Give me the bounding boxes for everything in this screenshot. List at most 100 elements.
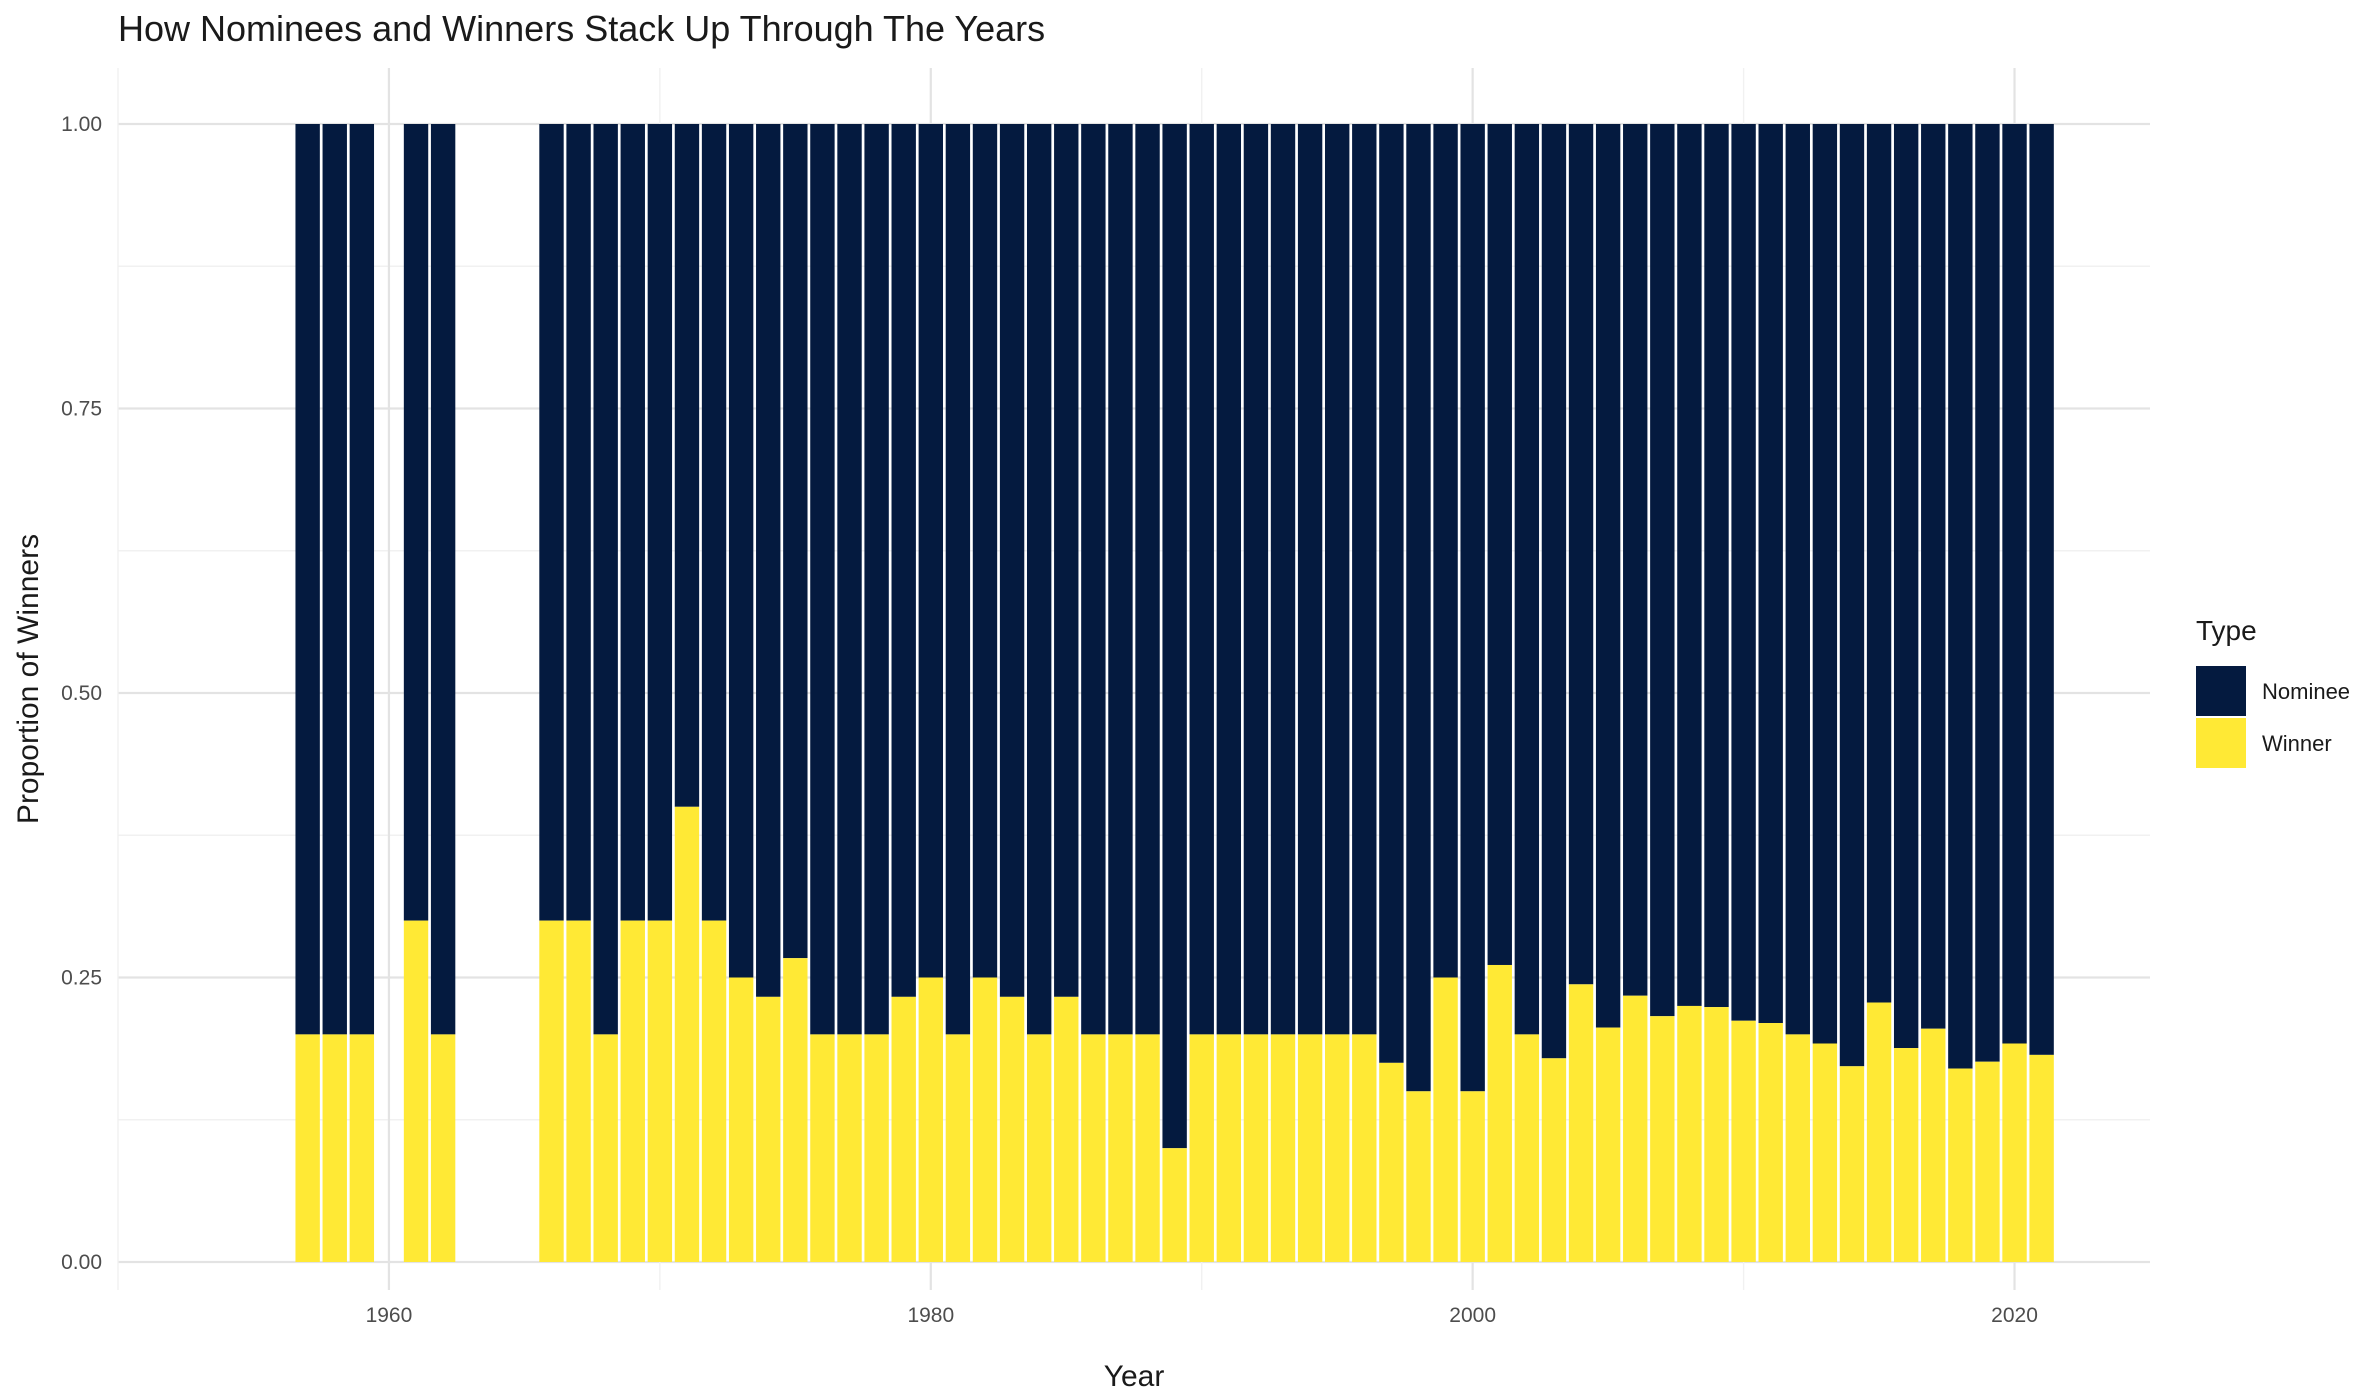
bar-winner-2018 [1948, 1068, 1973, 1262]
bar-nominee-2011 [1758, 124, 1783, 1024]
bar-nominee-2021 [2029, 124, 2054, 1055]
legend-swatch-winner [2196, 718, 2246, 768]
y-axis-ticks: 0.00 0.25 0.50 0.75 1.00 [61, 113, 102, 1274]
bar-winner-1976 [810, 1034, 835, 1262]
bar-winner-1967 [566, 920, 591, 1262]
bar-nominee-2002 [1514, 124, 1540, 1035]
bar-nominee-1995 [1325, 124, 1350, 1035]
y-tick-label: 0.00 [61, 1251, 102, 1274]
bar-winner-1985 [1054, 996, 1079, 1262]
bar-winner-1975 [783, 958, 808, 1262]
legend-title: Type [2196, 615, 2257, 646]
bar-nominee-1973 [728, 124, 754, 978]
bar-winner-1998 [1406, 1091, 1431, 1262]
bar-nominee-1974 [756, 124, 781, 997]
bar-winner-1962 [430, 1034, 456, 1262]
bar-winner-1983 [999, 996, 1025, 1262]
bar-nominee-2012 [1785, 124, 1810, 1035]
bar-winner-2001 [1487, 964, 1512, 1262]
bar-winner-1994 [1297, 1034, 1323, 1262]
bar-nominee-2006 [1623, 124, 1648, 996]
bar-winner-2015 [1866, 1002, 1892, 1262]
bar-nominee-2020 [2002, 124, 2027, 1044]
bar-winner-2002 [1514, 1034, 1540, 1262]
bar-nominee-1993 [1270, 124, 1296, 1035]
bar-nominee-1968 [593, 124, 618, 1035]
bar-winner-2005 [1595, 1027, 1621, 1262]
x-axis-label: Year [1104, 1360, 1165, 1393]
bar-nominee-1969 [620, 124, 645, 921]
x-axis-ticks: 1960 1980 2000 2020 [366, 1304, 2038, 1327]
bar-winner-1989 [1162, 1148, 1187, 1262]
bar-nominee-1997 [1379, 124, 1404, 1063]
legend-label-nominee: Nominee [2262, 679, 2350, 704]
bar-nominee-1966 [539, 124, 564, 921]
bar-nominee-1999 [1433, 124, 1458, 978]
x-tick-label: 1960 [366, 1304, 413, 1327]
bar-winner-1971 [674, 806, 700, 1262]
bar-nominee-1962 [430, 124, 456, 1035]
bar-winner-2011 [1758, 1023, 1783, 1262]
bar-winner-2003 [1541, 1058, 1567, 1262]
bar-nominee-1976 [810, 124, 835, 1035]
bar-nominee-1975 [783, 124, 808, 959]
bar-winner-2004 [1568, 984, 1594, 1262]
bar-winner-1980 [918, 977, 943, 1262]
bar-nominee-1957 [295, 124, 320, 1035]
bar-nominee-2000 [1460, 124, 1485, 1092]
y-tick-label: 0.75 [61, 398, 102, 421]
bar-nominee-1984 [1026, 124, 1052, 1035]
bar-nominee-2003 [1541, 124, 1567, 1059]
bar-winner-1969 [620, 920, 645, 1262]
bar-nominee-1992 [1243, 124, 1269, 1035]
bar-winner-1988 [1135, 1034, 1160, 1262]
y-tick-label: 0.50 [61, 682, 102, 705]
bar-winner-1990 [1189, 1034, 1214, 1262]
bar-nominee-2009 [1704, 124, 1729, 1008]
bar-winner-1995 [1325, 1034, 1350, 1262]
bar-nominee-2014 [1839, 124, 1865, 1067]
bar-winner-1979 [891, 996, 916, 1262]
bar-nominee-2005 [1595, 124, 1621, 1028]
bar-winner-1982 [972, 977, 998, 1262]
bar-winner-1959 [349, 1034, 375, 1262]
bar-nominee-2007 [1650, 124, 1675, 1017]
legend-label-winner: Winner [2262, 731, 2332, 756]
bar-winner-2010 [1731, 1020, 1756, 1262]
bar-winner-1984 [1026, 1034, 1052, 1262]
bar-winner-2012 [1785, 1034, 1810, 1262]
bar-nominee-1981 [945, 124, 971, 1035]
bar-winner-2020 [2002, 1043, 2027, 1262]
bar-nominee-1982 [972, 124, 998, 978]
bar-winner-2008 [1677, 1005, 1702, 1262]
y-tick-label: 1.00 [61, 113, 102, 136]
bar-nominee-2018 [1948, 124, 1973, 1069]
bar-nominee-1967 [566, 124, 591, 921]
bar-winner-1972 [701, 920, 727, 1262]
bar-winner-1966 [539, 920, 564, 1262]
bar-nominee-1989 [1162, 124, 1187, 1149]
bar-winner-1996 [1352, 1034, 1377, 1262]
bar-winner-2016 [1893, 1048, 1919, 1262]
bar-nominee-2017 [1921, 124, 1946, 1029]
bar-nominee-1971 [674, 124, 700, 807]
bar-nominee-1958 [322, 124, 347, 1035]
legend: Type Nominee Winner [2196, 615, 2350, 768]
bar-nominee-2008 [1677, 124, 1702, 1006]
bar-winner-1977 [837, 1034, 862, 1262]
y-axis-label: Proportion of Winners [12, 534, 45, 824]
bar-nominee-1988 [1135, 124, 1160, 1035]
bars [295, 124, 2054, 1262]
bar-winner-2017 [1921, 1028, 1946, 1262]
bar-winner-1978 [864, 1034, 889, 1262]
bar-nominee-1994 [1297, 124, 1323, 1035]
bar-winner-1992 [1243, 1034, 1269, 1262]
bar-winner-1957 [295, 1034, 320, 1262]
bar-nominee-2010 [1731, 124, 1756, 1021]
bar-nominee-1983 [999, 124, 1025, 997]
bar-winner-2013 [1812, 1043, 1838, 1262]
bar-nominee-1980 [918, 124, 943, 978]
legend-swatch-nominee [2196, 666, 2246, 716]
bar-winner-1968 [593, 1034, 618, 1262]
